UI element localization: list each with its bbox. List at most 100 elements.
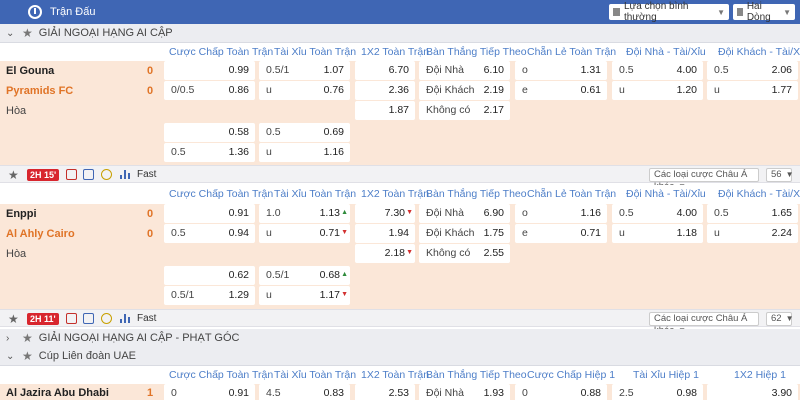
odds-cell[interactable]: u 1.18 (612, 224, 703, 243)
odds-cell[interactable]: 0.5/1 1.07 (259, 61, 350, 80)
odds-cell[interactable]: 2.18 ▼ (355, 244, 415, 263)
chart-icon[interactable] (120, 170, 130, 179)
home-team[interactable]: El Gouna (6, 65, 55, 77)
odds-cell[interactable]: u 0.71 ▼ (259, 224, 350, 243)
odds-cell[interactable]: 0.62 (164, 266, 255, 285)
stats-icon[interactable] (66, 169, 77, 180)
odds-type-select[interactable]: Lựa chọn bình thường ▼ (609, 1, 729, 23)
home-score: 0 (147, 208, 154, 220)
league-name: GIẢI NGOẠI HẠNG AI CẬP - PHẠT GÓC (38, 332, 240, 344)
info-icon[interactable] (83, 169, 94, 180)
odds-cell[interactable]: 1.87 (355, 101, 415, 120)
col-oddeven: Chẵn Lẻ Toàn Trận (527, 46, 617, 58)
odds-cell[interactable]: u 2.24 (707, 224, 798, 243)
odds-cell[interactable]: 2.5 0.98 (612, 384, 703, 403)
odds-cell[interactable]: 1.0 1.13 ▲ (259, 204, 350, 223)
odds-format-select[interactable]: Hai Dòng ▼ (733, 1, 795, 23)
more-count-select[interactable]: 62 ▼ (766, 312, 794, 326)
away-team[interactable]: Pyramids FC (6, 85, 74, 97)
col-home-ou: Đội Nhà - Tài/Xỉu (626, 46, 706, 58)
odds-cell[interactable]: 0.5 1.36 (164, 143, 255, 162)
odds-cell[interactable]: Đội Nhà 6.10 (419, 61, 510, 80)
odds-cell[interactable]: 0.58 (164, 123, 255, 142)
chevron-down-icon[interactable]: ⌄ (6, 350, 15, 362)
odds-cell[interactable]: 0.5 1.65 (707, 204, 798, 223)
odds-cell[interactable]: Đội Nhà 1.93 (419, 384, 510, 403)
odds-cell[interactable]: u 1.16 (259, 143, 350, 162)
odds-cell[interactable]: Đội Khách 2.19 (419, 81, 510, 100)
odds-cell[interactable]: u 0.76 (259, 81, 350, 100)
odds-cell[interactable]: 0.91 (164, 204, 255, 223)
league-header-uae[interactable]: ⌄ ★ Cúp Liên đoàn UAE (0, 347, 800, 366)
odds-format-value: Hai Dòng (746, 1, 771, 23)
match-footer: ★ 2H 15' Fast Các loại cược Châu Á khác▼… (0, 165, 800, 192)
live-tv-icon[interactable] (101, 169, 112, 180)
odds-cell[interactable]: 0 0.88 (515, 384, 607, 403)
col-1x2: 1X2 Toàn Trận (361, 188, 430, 200)
odds-cell[interactable]: 0.5 0.69 (259, 123, 350, 142)
odds-cell[interactable]: u 1.17 ▼ (259, 286, 350, 305)
col-1x2: 1X2 Toàn Trận (361, 369, 430, 381)
col-1x2: 1X2 Toàn Trận (361, 46, 430, 58)
odds-cell[interactable]: 0.5 4.00 (612, 204, 703, 223)
odds-cell[interactable]: o 1.31 (515, 61, 607, 80)
chart-icon[interactable] (120, 314, 130, 323)
home-team[interactable]: Al Jazira Abu Dhabi (6, 387, 109, 399)
chevron-down-icon[interactable]: ⌄ (6, 27, 15, 39)
other-bets-select[interactable]: Các loại cược Châu Á khác▼ (649, 312, 759, 336)
star-icon[interactable]: ★ (22, 331, 33, 345)
odds-cell[interactable]: u 1.77 (707, 81, 798, 100)
odds-cell[interactable]: 0.5/1 0.68 ▲ (259, 266, 350, 285)
star-icon[interactable]: ★ (22, 349, 33, 363)
odds-cell[interactable]: e 0.71 (515, 224, 607, 243)
stats-icon[interactable] (66, 313, 77, 324)
live-badge: 2H 11' (27, 313, 59, 325)
more-count-select[interactable]: 56 ▼ (766, 168, 794, 182)
odds-cell[interactable]: Đội Nhà 6.90 (419, 204, 510, 223)
star-icon[interactable]: ★ (8, 312, 19, 326)
odds-cell[interactable]: 4.5 0.83 (259, 384, 350, 403)
odds-cell[interactable]: 0 0.91 (164, 384, 255, 403)
star-icon[interactable]: ★ (8, 168, 19, 182)
odds-cell[interactable]: 0.99 (164, 61, 255, 80)
odds-cell[interactable]: 6.70 (355, 61, 415, 80)
odds-up-icon: ▲ (341, 209, 348, 216)
odds-cell[interactable]: 0.5 0.94 (164, 224, 255, 243)
odds-cell[interactable]: Đội Khách 1.75 (419, 224, 510, 243)
odds-cell[interactable]: 2.36 (355, 81, 415, 100)
chevron-down-icon: ▼ (717, 7, 725, 17)
list-icon (613, 8, 620, 16)
live-tv-icon[interactable] (101, 313, 112, 324)
odds-cell[interactable]: e 0.61 (515, 81, 607, 100)
away-team[interactable]: Al Ahly Cairo (6, 228, 75, 240)
league-header-egypt-corners[interactable]: › ★ GIẢI NGOẠI HẠNG AI CẬP - PHẠT GÓC (0, 329, 800, 348)
top-bar: Trận Đấu Lựa chọn bình thường ▼ Hai Dòng… (0, 0, 800, 24)
odds-cell[interactable]: 7.30 ▼ (355, 204, 415, 223)
odds-cell[interactable]: 3.90 (707, 384, 798, 403)
home-team[interactable]: Enppi (6, 208, 37, 220)
home-score: 0 (147, 65, 154, 77)
match-row: Al Jazira Abu Dhabi 1 0 0.91 4.5 0.83 2.53… (0, 384, 800, 403)
odds-cell[interactable]: 2.53 (355, 384, 415, 403)
odds-down-icon: ▼ (341, 291, 348, 298)
star-icon[interactable]: ★ (22, 26, 33, 40)
odds-cell[interactable]: o 1.16 (515, 204, 607, 223)
chevron-right-icon[interactable]: › (6, 332, 10, 344)
odds-cell[interactable]: Không có 2.55 (419, 244, 510, 263)
odds-cell[interactable]: 0.5/1 1.29 (164, 286, 255, 305)
fast-link[interactable]: Fast (137, 169, 157, 180)
odds-cell[interactable]: Không có 2.17 (419, 101, 510, 120)
league-header-egypt[interactable]: ⌄ ★ GIẢI NGOẠI HẠNG AI CẬP (0, 24, 800, 43)
odds-cell[interactable]: 0/0.5 0.86 (164, 81, 255, 100)
odds-cell[interactable]: 0.5 4.00 (612, 61, 703, 80)
other-bets-select[interactable]: Các loại cược Châu Á khác▼ (649, 168, 759, 192)
match-row: El Gouna 0 Pyramids FC 0 Hòa 0.99 0/0.5 0… (0, 61, 800, 166)
odds-cell[interactable]: u 1.20 (612, 81, 703, 100)
col-nextgoal: Bàn Thắng Tiếp Theo (426, 46, 527, 58)
info-icon[interactable] (83, 313, 94, 324)
odds-cell[interactable]: 1.94 (355, 224, 415, 243)
odds-cell[interactable]: 0.5 2.06 (707, 61, 798, 80)
column-header: Cược Chấp Toàn Trận Tài Xỉu Toàn Trận 1X… (0, 366, 800, 384)
column-header: Cược Chấp Toàn Trận Tài Xỉu Toàn Trận 1X… (0, 185, 800, 203)
fast-link[interactable]: Fast (137, 313, 157, 324)
